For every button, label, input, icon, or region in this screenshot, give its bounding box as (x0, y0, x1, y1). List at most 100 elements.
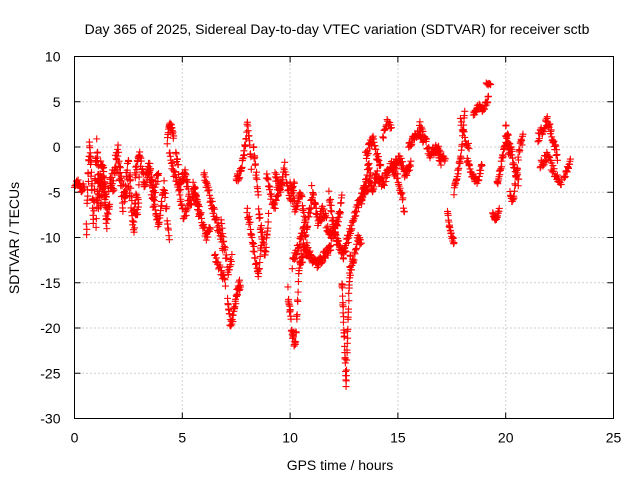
data-point (358, 195, 366, 203)
data-point (278, 180, 286, 188)
data-point (317, 217, 325, 225)
data-point (342, 248, 350, 256)
data-point (183, 204, 191, 212)
data-point (475, 172, 483, 180)
data-point (119, 207, 127, 215)
data-point (216, 263, 224, 271)
data-point (512, 173, 520, 181)
data-point (271, 204, 279, 212)
data-point (352, 212, 360, 220)
data-point (136, 153, 144, 161)
data-point (265, 209, 273, 217)
data-point (163, 140, 171, 148)
data-point (192, 191, 200, 199)
data-point (504, 130, 512, 138)
data-point (373, 156, 381, 164)
data-point (129, 217, 137, 225)
data-point (181, 212, 189, 220)
data-point (154, 178, 162, 186)
data-point (354, 204, 362, 212)
data-point (353, 208, 361, 216)
data-point (345, 297, 353, 305)
data-point (294, 278, 302, 286)
data-point (502, 121, 510, 129)
data-point (341, 359, 349, 367)
tick-labels: 0 5 10 15 20 25 -30 -25 -20 -15 -10 -5 0 5 10 (40, 49, 621, 446)
data-point (253, 175, 261, 183)
data-point (200, 169, 208, 177)
data-point (191, 184, 199, 192)
data-point (103, 215, 111, 223)
data-point (549, 162, 557, 170)
data-point (253, 168, 261, 176)
data-point (169, 128, 177, 136)
data-point (116, 164, 124, 172)
data-point (135, 199, 143, 207)
y-tick-label: 0 (53, 139, 61, 155)
y-tick-label: -10 (40, 230, 60, 246)
data-point (250, 248, 258, 256)
data-point (92, 215, 100, 223)
data-point (182, 171, 190, 179)
data-point (544, 153, 552, 161)
data-point (416, 118, 424, 126)
data-point (327, 242, 335, 250)
y-tick-label: -30 (40, 411, 60, 427)
grid-lines (74, 56, 614, 419)
data-point (557, 180, 565, 188)
data-point (334, 222, 342, 230)
data-point (506, 144, 514, 152)
data-point (137, 157, 145, 165)
data-point (435, 142, 443, 150)
data-point (266, 183, 274, 191)
data-point (277, 188, 285, 196)
data-point (287, 315, 295, 323)
data-point (254, 191, 262, 199)
data-point (348, 225, 356, 233)
data-point (457, 121, 465, 129)
data-point (250, 143, 258, 151)
data-point (220, 271, 228, 279)
data-point (206, 225, 214, 233)
data-point (328, 208, 336, 216)
data-point (311, 199, 319, 207)
data-point (302, 244, 310, 252)
data-point (553, 156, 561, 164)
data-point (465, 145, 473, 153)
data-point (131, 224, 139, 232)
data-point (419, 127, 427, 135)
data-point (322, 224, 330, 232)
x-tick-label: 25 (606, 430, 622, 446)
data-point (221, 282, 229, 290)
data-point (149, 194, 157, 202)
data-point (310, 191, 318, 199)
data-point (214, 258, 222, 266)
data-point (339, 292, 347, 300)
data-point (487, 81, 495, 89)
data-point (97, 157, 105, 165)
x-axis-label: GPS time / hours (287, 457, 394, 473)
data-point (484, 92, 492, 100)
data-point (83, 225, 91, 233)
data-point (330, 223, 338, 231)
data-point (327, 201, 335, 209)
data-point (381, 126, 389, 134)
data-point (148, 182, 156, 190)
data-point (508, 147, 516, 155)
data-point (324, 251, 332, 259)
data-point (172, 150, 180, 158)
data-point (344, 325, 352, 333)
data-point (99, 164, 107, 172)
data-point (336, 208, 344, 216)
data-point (379, 133, 387, 141)
data-point (229, 318, 237, 326)
data-point (170, 132, 178, 140)
data-point (299, 254, 307, 262)
y-tick-label: -20 (40, 320, 60, 336)
data-point (88, 180, 96, 188)
data-point (150, 195, 158, 203)
data-point (320, 205, 328, 213)
data-point (552, 142, 560, 150)
data-point (345, 305, 353, 313)
